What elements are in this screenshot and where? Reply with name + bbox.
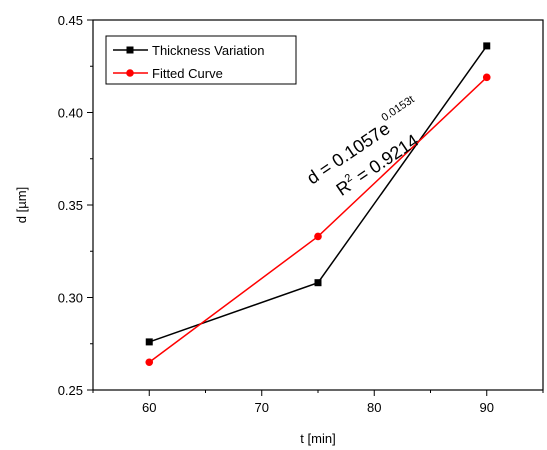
- data-point-fitted-curve: [145, 358, 154, 367]
- x-tick-label: 70: [255, 400, 269, 415]
- fit-r-superscript: 2: [343, 172, 355, 185]
- series-group: [145, 42, 491, 367]
- y-tick-label: 0.45: [58, 13, 83, 28]
- legend: Thickness Variation Fitted Curve: [105, 35, 297, 85]
- y-axis-label: d [µm]: [14, 187, 29, 223]
- data-point-fitted-curve: [314, 232, 322, 241]
- data-point-thickness-variation: [483, 42, 491, 50]
- legend-box: [105, 35, 297, 85]
- data-point-thickness-variation: [314, 279, 322, 287]
- data-point-thickness-variation: [145, 338, 153, 346]
- data-point-fitted-curve: [482, 73, 491, 82]
- x-axis-ticks: 60 70 80 90: [92, 390, 544, 415]
- x-tick-label: 90: [480, 400, 494, 415]
- y-tick-label: 0.35: [58, 198, 83, 213]
- legend-label-fitted: Fitted Curve: [152, 66, 223, 81]
- x-tick-label: 60: [142, 400, 156, 415]
- legend-marker-fitted: [126, 69, 134, 77]
- x-tick-label: 80: [367, 400, 381, 415]
- legend-label-thickness: Thickness Variation: [152, 43, 264, 58]
- y-tick-label: 0.25: [58, 383, 83, 398]
- legend-marker-thickness: [126, 46, 134, 54]
- x-axis-label: t [min]: [300, 431, 335, 446]
- y-tick-label: 0.30: [58, 291, 83, 306]
- y-axis-ticks: 0.25 0.30 0.35 0.40 0.45: [58, 13, 93, 398]
- y-tick-label: 0.40: [58, 106, 83, 121]
